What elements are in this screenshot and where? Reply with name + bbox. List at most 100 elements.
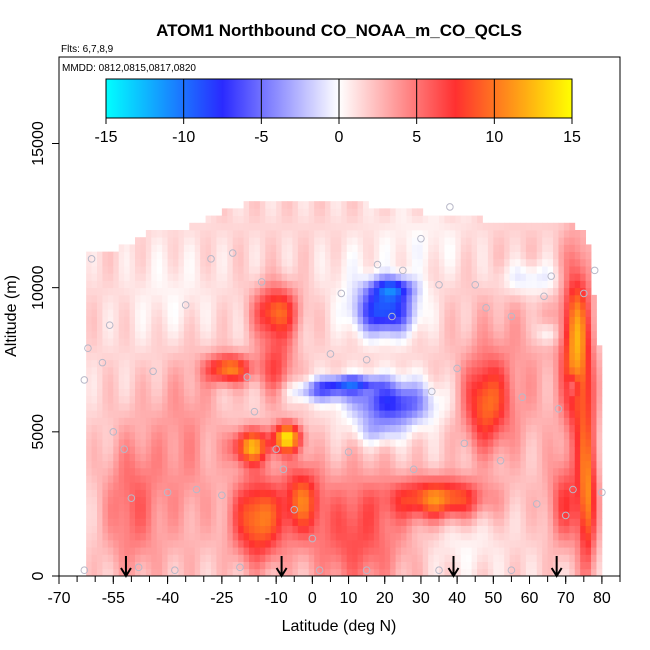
heatmap-cell [205,352,212,361]
heatmap-cell [373,525,380,534]
heatmap-cell [487,309,494,317]
heatmap-cell [406,403,413,411]
heatmap-cell [455,417,462,426]
heatmap-cell [558,359,565,368]
heatmap-cell [390,503,396,512]
heatmap-cell [183,251,190,260]
heatmap-cell [444,568,451,576]
heatmap-cell [221,539,228,548]
heatmap-cell [167,475,174,483]
heatmap-cell [107,258,114,267]
heatmap-cell [487,258,494,267]
heatmap-cell [325,294,331,303]
heatmap-cell [553,323,559,332]
heatmap-cell [314,222,320,231]
heatmap-cell [460,460,467,469]
heatmap-cell [335,417,342,426]
heatmap-cell [140,446,147,454]
heatmap-cell [422,539,429,548]
heatmap-cell [417,352,424,361]
heatmap-cell [151,568,158,576]
heatmap-cell [439,258,445,267]
heatmap-cell [455,568,462,576]
heatmap-cell [183,366,190,375]
heatmap-cell [259,237,266,245]
heatmap-cell [308,439,315,447]
heatmap-cell [433,258,440,267]
heatmap-cell [487,244,494,253]
heatmap-cell [411,338,418,346]
heatmap-cell [200,251,206,260]
heatmap-cell [509,511,516,519]
heatmap-cell [140,424,147,433]
heatmap-cell [259,561,266,570]
heatmap-cell [189,381,196,389]
heatmap-cell [346,431,353,440]
heatmap-cell [422,453,429,462]
heatmap-cell [553,460,559,469]
heatmap-cell [542,431,549,440]
heatmap-cell [466,345,473,353]
heatmap-cell [270,381,277,389]
heatmap-cell [341,222,348,231]
heatmap-cell [433,237,440,245]
heatmap-cell [238,446,244,454]
heatmap-cell [433,424,440,433]
heatmap-cell [259,338,266,346]
heatmap-cell [270,518,277,526]
heatmap-cell [292,366,299,375]
heatmap-cell [276,309,282,317]
heatmap-cell [162,287,168,296]
heatmap-cell [129,338,136,346]
heatmap-cell [471,230,478,238]
heatmap-cell [574,287,581,296]
heatmap-cell [259,482,266,490]
heatmap-cell [200,446,206,454]
heatmap-cell [536,503,543,512]
heatmap-cell [189,366,196,375]
heatmap-cell [460,410,467,418]
heatmap-cell [411,366,418,375]
heatmap-cell [135,518,141,526]
heatmap-cell [422,302,429,310]
heatmap-cell [498,359,505,368]
heatmap-cell [189,323,196,332]
heatmap-cell [542,511,549,519]
heatmap-cell [145,273,152,281]
heatmap-cell [221,244,228,253]
heatmap-cell [167,316,174,325]
heatmap-cell [477,561,483,570]
heatmap-cell [135,496,141,505]
heatmap-cell [276,467,282,476]
heatmap-cell [585,309,592,317]
heatmap-cell [183,294,190,303]
heatmap-cell [504,568,511,576]
heatmap-cell [455,215,462,224]
heatmap-cell [346,446,353,454]
heatmap-cell [411,280,418,289]
heatmap-cell [357,431,364,440]
heatmap-cell [536,446,543,454]
heatmap-cell [493,431,500,440]
heatmap-cell [504,467,511,476]
heatmap-cell [482,489,489,498]
heatmap-cell [124,467,130,476]
heatmap-cell [178,460,185,469]
heatmap-cell [390,359,396,368]
heatmap-cell [547,237,554,245]
heatmap-cell [276,287,282,296]
heatmap-cell [444,439,451,447]
heatmap-cell [297,244,304,253]
heatmap-cell [162,503,168,512]
heatmap-cell [498,244,505,253]
heatmap-cell [352,561,358,570]
heatmap-cell [466,273,473,281]
heatmap-cell [373,352,380,361]
heatmap-cell [124,424,130,433]
heatmap-cell [330,359,337,368]
heatmap-cell [335,316,342,325]
heatmap-cell [460,489,467,498]
heatmap-cell [124,302,130,310]
heatmap-cell [379,446,386,454]
heatmap-cell [558,503,565,512]
